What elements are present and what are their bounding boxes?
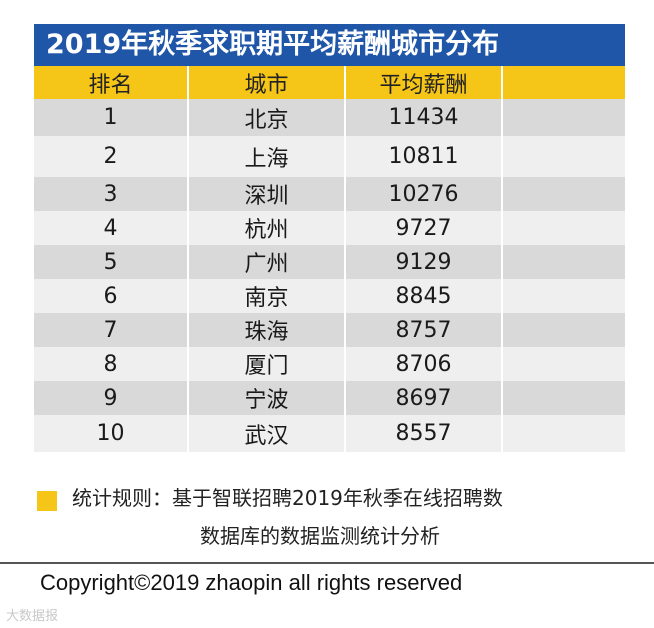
header-salary: 平均薪酬 [344,66,501,99]
blank-cell [501,279,625,313]
salary-cell: 11434 [344,99,501,136]
header-blank [501,66,625,99]
blank-cell [501,381,625,415]
note-line-1: 统计规则：基于智联招聘2019年秋季在线招聘数 [72,486,503,510]
city-cell: 南京 [187,279,344,313]
rank-cell: 7 [103,317,118,343]
header-rank: 排名 [88,72,133,98]
salary-cell: 9727 [344,211,501,245]
blank-cell [501,136,625,177]
salary-table: 排名 城市 平均薪酬 1 北京 11434 2 上海 10811 3 深圳 10276 4 杭州 97… [34,66,625,452]
legend-square [37,491,57,511]
city-cell: 武汉 [187,415,344,452]
city-cell: 厦门 [187,347,344,381]
salary-cell: 10811 [344,136,501,177]
blank-cell [501,245,625,279]
note-line-2: 数据库的数据监测统计分析 [200,524,440,548]
salary-cell: 8697 [344,381,501,415]
rank-cell: 9 [103,385,118,411]
blank-cell [501,313,625,347]
city-cell: 广州 [187,245,344,279]
blank-cell [501,415,625,452]
blank-cell [501,177,625,211]
city-cell: 宁波 [187,381,344,415]
table-row: 2 上海 10811 [34,136,625,177]
city-cell: 珠海 [187,313,344,347]
table-row: 9 宁波 8697 [34,381,625,415]
rank-cell: 3 [103,181,118,207]
rank-cell: 8 [103,351,118,377]
salary-cell: 8845 [344,279,501,313]
table-row: 3 深圳 10276 [34,177,625,211]
blank-cell [501,347,625,381]
chart-title: 2019年秋季求职期平均薪酬城市分布 [34,24,625,66]
table-row: 8 厦门 8706 [34,347,625,381]
salary-cell: 10276 [344,177,501,211]
watermark: 大数据报 [6,609,59,624]
rank-cell: 2 [103,144,118,169]
table-row: 7 珠海 8757 [34,313,625,347]
rank-cell: 1 [103,105,118,130]
table-row: 5 广州 9129 [34,245,625,279]
salary-cell: 8706 [344,347,501,381]
city-cell: 杭州 [187,211,344,245]
rank-cell: 6 [103,283,118,309]
header-city: 城市 [187,66,344,99]
blank-cell [501,211,625,245]
rank-cell: 10 [96,421,125,446]
table-row: 6 南京 8845 [34,279,625,313]
table-row: 4 杭州 9727 [34,211,625,245]
rank-cell: 4 [103,215,118,241]
divider [0,562,654,564]
copyright-text: Copyright©2019 zhaopin all rights reserv… [40,570,463,595]
rank-cell: 5 [103,249,118,275]
table-header-row: 排名 城市 平均薪酬 [34,66,625,99]
city-cell: 上海 [187,136,344,177]
city-cell: 深圳 [187,177,344,211]
salary-cell: 9129 [344,245,501,279]
table-row: 1 北京 11434 [34,99,625,136]
blank-cell [501,99,625,136]
city-cell: 北京 [187,99,344,136]
salary-cell: 8757 [344,313,501,347]
table-row: 10 武汉 8557 [34,415,625,452]
table-body: 1 北京 11434 2 上海 10811 3 深圳 10276 4 杭州 9727 5 广州 9129 6 南… [34,99,625,452]
salary-cell: 8557 [344,415,501,452]
